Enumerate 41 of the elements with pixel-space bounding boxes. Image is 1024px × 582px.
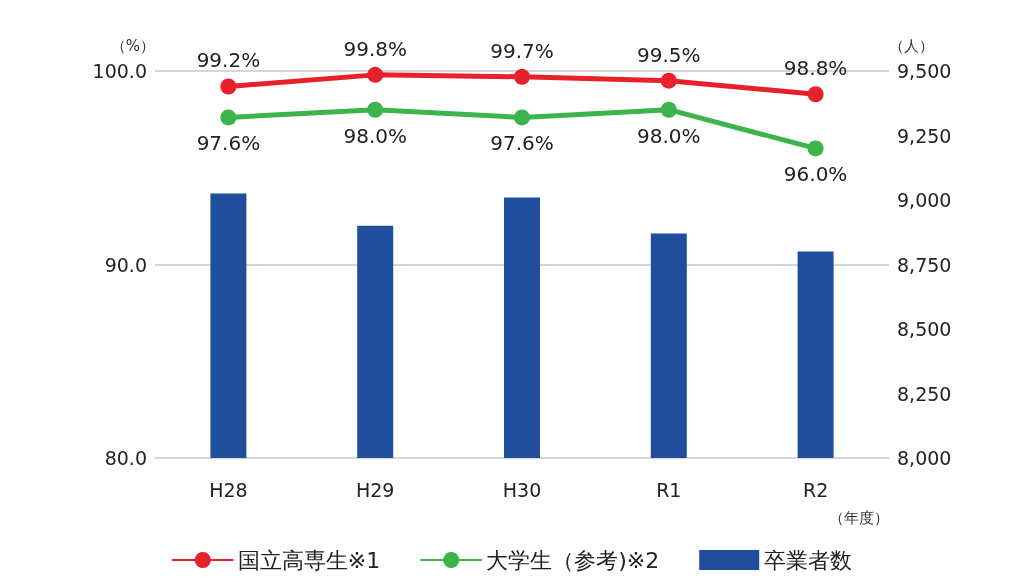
point (367, 101, 384, 118)
point (807, 86, 824, 103)
x-axis-title: （年度） (829, 508, 889, 527)
point (660, 72, 677, 89)
legend-label: 卒業者数 (764, 547, 853, 573)
y2-tick-label: 8,500 (897, 318, 952, 340)
y2-tick-label: 9,250 (897, 124, 952, 147)
data-label: 96.0% (783, 162, 848, 187)
y2-tick-label: 8,250 (897, 382, 952, 405)
point (807, 140, 824, 157)
y-tick-label: 90.0 (104, 253, 147, 276)
data-label: 98.8% (783, 56, 848, 81)
point (220, 78, 237, 95)
data-label: 99.2% (196, 48, 261, 73)
point (514, 68, 530, 85)
y2-tick-label: 8,750 (897, 253, 952, 276)
y2-tick-label: 9,500 (897, 60, 952, 82)
legend-label: 国立高専生※1 (237, 547, 381, 573)
point (660, 101, 677, 118)
data-label: 97.6% (196, 131, 261, 156)
x-tick-label: H29 (355, 478, 395, 501)
x-tick-label: R2 (802, 478, 829, 501)
point (367, 66, 384, 83)
point (220, 109, 237, 126)
point (514, 109, 530, 126)
y2-axis-title: （人） (889, 36, 934, 55)
y-tick-label: 100.0 (92, 60, 147, 82)
data-label: 99.7% (490, 38, 554, 63)
data-label: 99.5% (637, 42, 701, 67)
y-tick-label: 80.0 (104, 447, 147, 469)
x-tick-label: H28 (209, 478, 248, 501)
data-label: 99.8% (343, 36, 407, 61)
x-tick-label: R1 (656, 478, 682, 501)
y2-tick-label: 8,000 (897, 447, 952, 469)
data-label: 98.0% (637, 123, 701, 148)
y-axis-title: （%） (110, 36, 155, 55)
data-label: 97.6% (490, 131, 554, 156)
legend-label: 大学生（参考)※2 (486, 547, 660, 573)
y2-tick-label: 9,000 (897, 189, 952, 211)
x-tick-label: H30 (502, 478, 542, 501)
data-label: 98.0% (343, 123, 407, 148)
